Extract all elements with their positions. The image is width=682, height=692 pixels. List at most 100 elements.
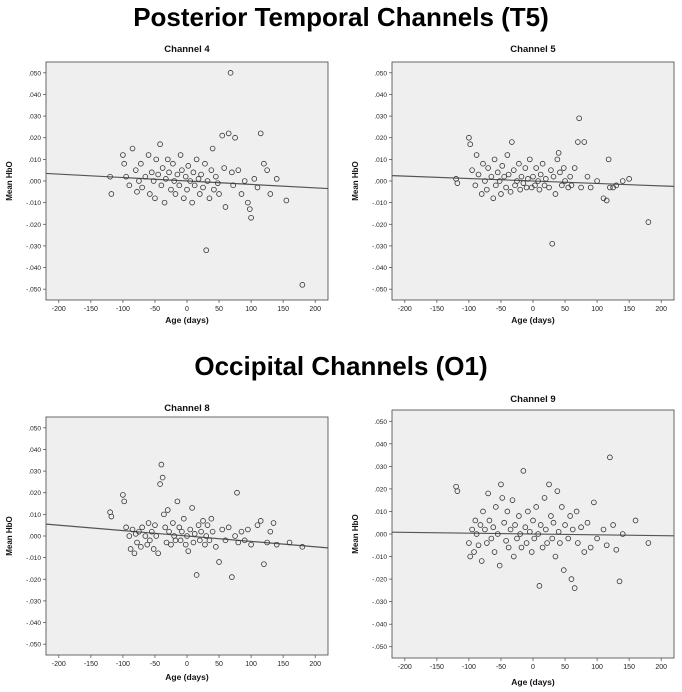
data-point <box>213 544 219 550</box>
y-tick-label: .050 <box>28 425 41 432</box>
y-tick-label: -.010 <box>26 555 41 562</box>
data-point <box>208 515 215 522</box>
y-tick-label: -.030 <box>372 599 387 606</box>
data-point <box>477 522 484 528</box>
data-point <box>222 204 229 210</box>
data-point <box>158 182 165 189</box>
data-point <box>157 141 163 148</box>
data-point <box>248 541 254 548</box>
data-point <box>571 165 578 171</box>
data-point <box>499 163 506 169</box>
data-point <box>552 553 559 560</box>
y-tick-label: .050 <box>374 419 387 426</box>
data-point <box>206 195 213 202</box>
data-point <box>180 195 187 202</box>
data-point <box>221 165 227 171</box>
data-point <box>120 492 126 498</box>
data-point <box>482 526 488 533</box>
data-point <box>222 537 229 544</box>
data-point <box>229 574 235 580</box>
data-point <box>286 539 293 546</box>
x-tick-label: -200 <box>52 661 66 668</box>
data-point <box>543 176 549 182</box>
data-point <box>163 176 169 182</box>
y-tick-label: .030 <box>374 464 387 471</box>
data-point <box>273 541 280 548</box>
x-tick-label: 100 <box>591 664 603 671</box>
data-point <box>187 178 194 184</box>
x-tick-label: -150 <box>84 306 98 313</box>
chart-panel-4: Channel 9 .050 .040 .030 .020 .010 .000 -.010 -.… <box>351 394 675 687</box>
data-point <box>526 528 533 535</box>
y-axis-label: Mean HbO <box>5 516 14 556</box>
data-point <box>559 504 565 510</box>
x-tick-label: 150 <box>623 664 635 671</box>
y-tick-label: .050 <box>374 70 387 77</box>
y-tick-label: .040 <box>28 447 41 454</box>
data-point <box>501 519 507 526</box>
data-point <box>254 184 261 191</box>
data-point <box>613 182 620 189</box>
y-tick-label: .050 <box>28 70 41 77</box>
data-point <box>166 169 172 176</box>
data-point <box>544 540 550 546</box>
data-point <box>645 540 652 546</box>
x-tick-label: 100 <box>591 306 603 313</box>
data-point <box>138 160 144 167</box>
data-point <box>170 160 176 167</box>
data-point <box>238 528 245 535</box>
data-point <box>505 544 512 551</box>
chart-title: Channel 4 <box>164 44 210 55</box>
data-point <box>504 152 511 158</box>
data-point <box>197 537 203 544</box>
data-point <box>230 182 236 189</box>
data-point <box>554 156 561 163</box>
data-point <box>575 540 581 546</box>
data-point <box>549 535 556 542</box>
data-point <box>632 517 639 524</box>
y-tick-label: -.030 <box>26 598 41 605</box>
data-point <box>543 526 549 533</box>
x-tick-label: 100 <box>245 661 257 668</box>
x-tick-label: 150 <box>277 306 289 313</box>
y-tick-label: -.050 <box>26 642 41 649</box>
data-point <box>257 518 264 524</box>
data-point <box>147 537 153 544</box>
y-tick-label: .010 <box>28 512 41 519</box>
regression-line <box>391 531 675 537</box>
data-point <box>145 152 152 158</box>
data-point <box>142 173 149 180</box>
y-tick-label: -.050 <box>26 287 41 294</box>
data-point <box>261 561 267 567</box>
data-point <box>185 548 192 554</box>
y-tick-label: -.030 <box>372 243 387 250</box>
data-point <box>584 173 591 180</box>
x-axis-label: Age (days) <box>165 672 209 682</box>
data-point <box>480 508 486 515</box>
data-point <box>532 182 538 189</box>
data-point <box>209 528 216 535</box>
data-point <box>619 531 626 537</box>
data-point <box>206 537 213 544</box>
data-point <box>510 167 517 173</box>
data-point <box>518 544 525 551</box>
data-point <box>200 518 206 524</box>
x-tick-label: 50 <box>215 661 223 668</box>
data-point <box>466 540 472 546</box>
x-tick-label: -100 <box>116 306 130 313</box>
bottom-section-title: Occipital Channels (O1) <box>194 351 488 381</box>
data-point <box>454 488 461 494</box>
data-point <box>528 549 535 555</box>
data-point <box>575 139 581 145</box>
data-point <box>517 531 523 537</box>
data-point <box>238 191 245 197</box>
data-point <box>603 542 610 549</box>
data-point <box>177 152 184 158</box>
x-axis-label: Age (days) <box>165 315 209 325</box>
data-point <box>214 180 221 186</box>
data-point <box>219 526 226 533</box>
data-point <box>550 519 557 526</box>
data-point <box>299 544 306 550</box>
data-point <box>484 186 490 193</box>
